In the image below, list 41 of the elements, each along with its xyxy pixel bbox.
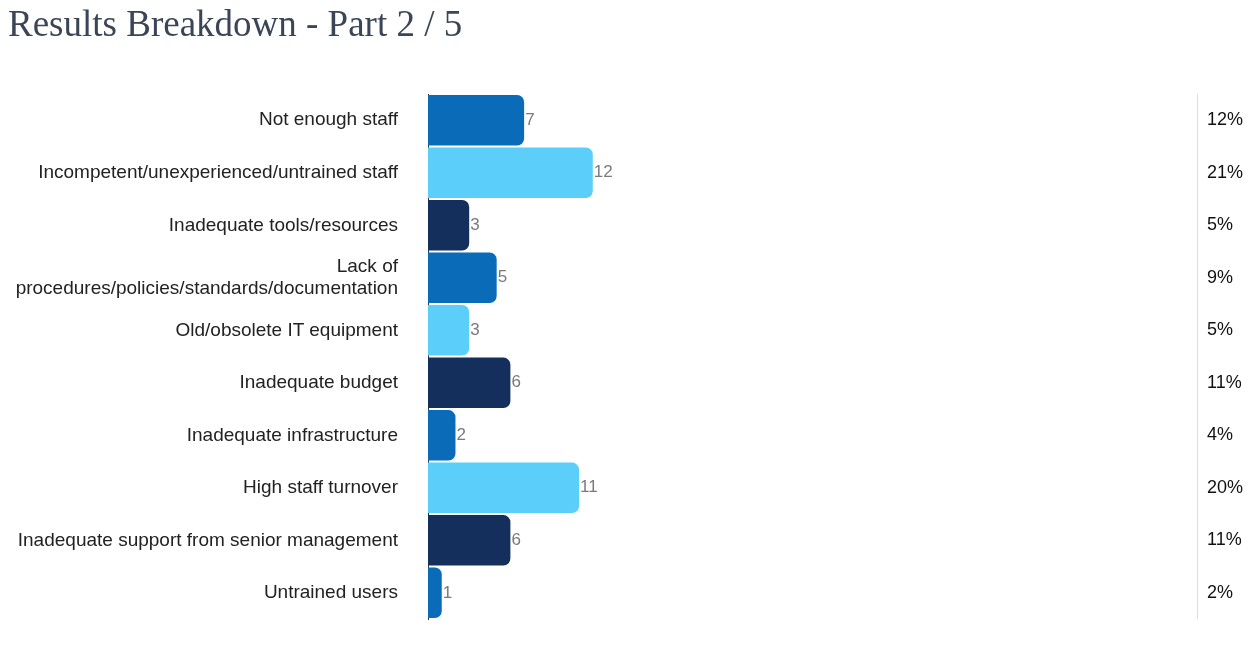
text: 4% bbox=[1207, 424, 1234, 445]
text: 5% bbox=[1207, 214, 1234, 235]
data-label: 3 bbox=[470, 214, 480, 234]
data-label: 2 bbox=[456, 424, 466, 444]
data-label: 3 bbox=[470, 319, 480, 339]
y-tick-label: Inadequate budget bbox=[239, 371, 399, 393]
data-label: 5 bbox=[497, 267, 508, 287]
bar bbox=[428, 410, 456, 461]
text: 11% bbox=[1207, 529, 1242, 550]
bar bbox=[428, 357, 511, 409]
bar bbox=[428, 462, 580, 514]
bar bbox=[428, 200, 470, 251]
data-label: 6 bbox=[511, 372, 521, 392]
chart-title: Results Breakdown - Part 2 / 5 bbox=[8, 2, 463, 45]
y-tick-label: Untrained users bbox=[263, 581, 398, 603]
y-tick-label: Inadequate infrastructure bbox=[186, 423, 398, 445]
y-tick-label: Lack of procedures/policies/standards/documentation bbox=[15, 255, 399, 298]
bar bbox=[428, 252, 497, 303]
data-label: 6 bbox=[511, 530, 521, 549]
bar bbox=[428, 515, 511, 566]
bar bbox=[428, 305, 470, 356]
data-label: 7 bbox=[525, 109, 535, 129]
text: 21% bbox=[1207, 161, 1244, 182]
text: 12% bbox=[1207, 109, 1244, 130]
data-label: 12 bbox=[593, 162, 613, 182]
y-tick-label: Inadequate tools/resources bbox=[168, 213, 398, 235]
y-tick-label: Not enough staff bbox=[258, 108, 399, 130]
text: 9% bbox=[1207, 266, 1234, 287]
data-label: 11 bbox=[580, 477, 598, 497]
text: 11% bbox=[1207, 371, 1242, 392]
y-tick-label: Incompetent/unexperienced/untrained staff bbox=[38, 161, 399, 182]
y-tick-label: Old/obsolete IT equipment bbox=[175, 318, 399, 340]
bar bbox=[428, 95, 525, 146]
bar bbox=[428, 567, 442, 619]
text: 20% bbox=[1207, 476, 1244, 497]
bar bbox=[428, 147, 593, 198]
y-tick-label: High staff turnover bbox=[243, 476, 399, 498]
data-label: 1 bbox=[442, 582, 453, 602]
y-tick-label: Inadequate support from senior management bbox=[17, 528, 399, 550]
text: 5% bbox=[1207, 319, 1234, 340]
text: 2% bbox=[1207, 581, 1234, 602]
